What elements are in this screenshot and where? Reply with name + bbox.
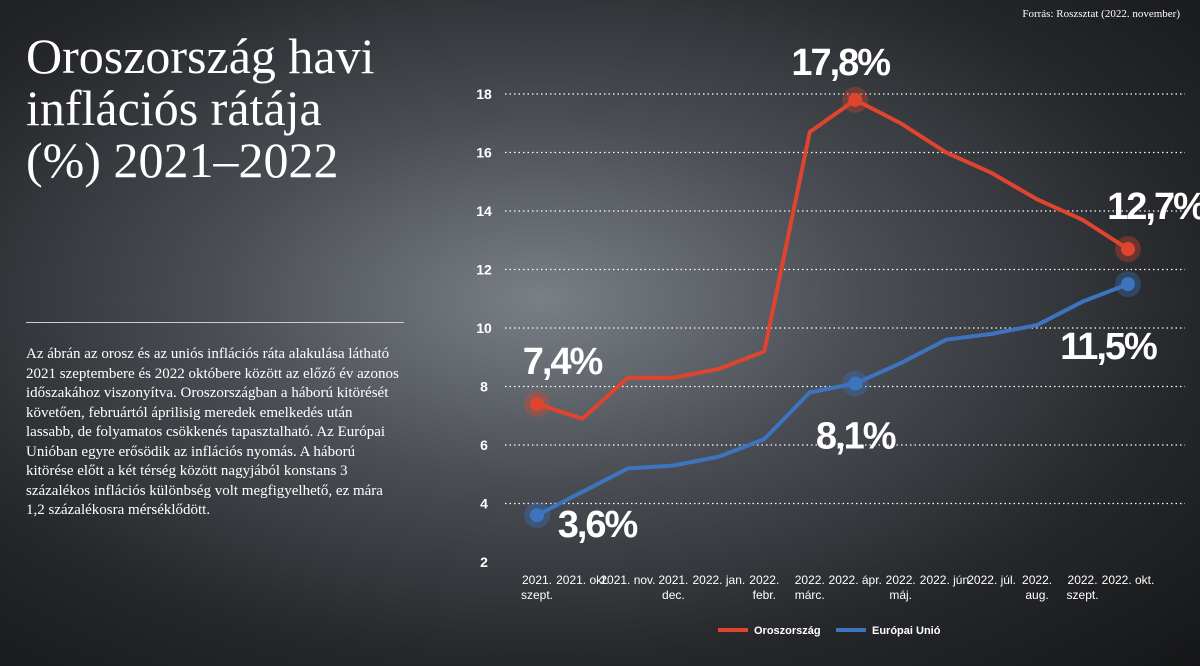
line [536,282,1129,517]
value-label: 3,6% [558,504,638,546]
x-tick-label: 2022. máj. [885,573,916,602]
x-tick-label: 2022. jan. [692,573,746,587]
title: Oroszország havi inflációs rátája (%) 20… [26,28,375,188]
y-tick-label: 6 [480,437,488,453]
legend-label: Oroszország [754,625,821,637]
value-label: 11,5% [1060,326,1157,368]
marker [530,508,544,523]
value-label: 7,4% [523,341,603,383]
source: Forrás: Roszsztat (2022. november) [1022,8,1180,20]
x-tick-label: 2022. jún. [919,573,973,587]
legend-label: Európai Unió [872,625,941,637]
x-tick-label: 2022. júl. [967,573,1016,587]
description: Az ábrán az orosz és az uniós inflációs … [26,346,399,518]
marker [530,397,544,412]
x-tick-label: 2021. dec. [658,573,689,602]
y-tick-label: 12 [476,262,492,278]
value-label: 8,1% [816,416,896,458]
y-tick-label: 4 [480,496,488,512]
x-tick-label: 2022. aug. [1022,573,1053,602]
x-tick-label: 2022. ápr. [828,573,882,587]
y-tick-label: 18 [476,86,492,102]
x-tick-label: 2022. szept. [1066,573,1099,602]
y-tick-label: 8 [480,379,488,395]
value-label: 17,8% [791,42,890,84]
y-tick-label: 10 [476,320,492,336]
x-tick-label: 2021. nov. [600,573,656,587]
x-tick-label: 2022. márc. [794,573,825,602]
y-tick-label: 16 [476,145,492,161]
x-tick-label: 2022. febr. [749,573,780,602]
divider [26,322,404,323]
y-tick-label: 14 [476,203,492,219]
y-tick-label: 2 [480,554,488,570]
marker [1121,242,1135,257]
marker [1121,277,1135,292]
marker [848,92,863,107]
x-tick-label: 2021. szept. [520,573,553,602]
x-tick-label: 2021. okt. [556,573,609,587]
value-label: 12,7% [1107,186,1200,228]
x-tick-label: 2022. okt. [1101,573,1155,587]
line [536,97,1130,421]
marker [848,376,863,391]
